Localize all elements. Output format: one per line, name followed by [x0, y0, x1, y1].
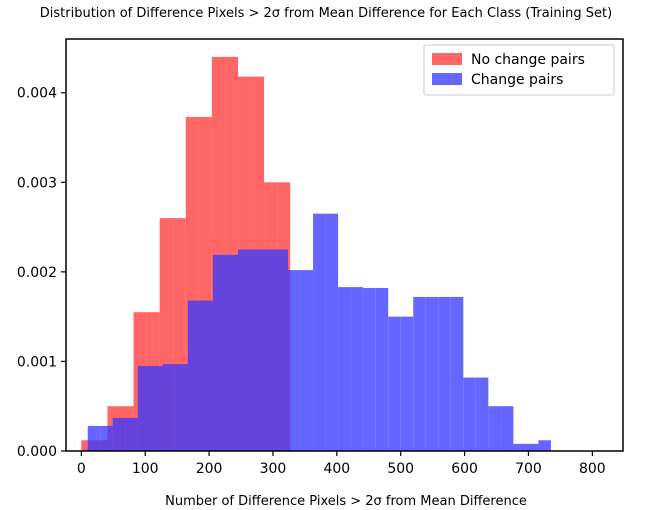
bar-change-34 [513, 443, 526, 451]
bar-change-21 [350, 287, 364, 451]
x-tick-label: 500 [387, 461, 414, 477]
x-tick-label: 300 [260, 461, 287, 477]
bar-change-24 [388, 316, 401, 451]
bar-change-14 [262, 249, 276, 451]
y-tick-label: 0.001 [17, 354, 57, 370]
y-tick-label: 0.004 [17, 86, 57, 102]
bar-change-29 [450, 296, 464, 451]
x-tick-label: 800 [579, 461, 606, 477]
bar-change-11 [225, 254, 238, 451]
bar-change-13 [250, 249, 263, 451]
bar-change-0 [87, 425, 101, 451]
bar-change-28 [438, 296, 451, 451]
bar-change-3 [125, 417, 138, 451]
y-tick-label: 0.002 [17, 265, 57, 281]
legend-label: Change pairs [471, 72, 563, 88]
bar-change-1 [100, 425, 113, 451]
bar-change-15 [275, 249, 289, 451]
y-tick-label: 0.000 [17, 444, 57, 460]
bar-change-23 [375, 287, 389, 451]
legend: No change pairs Change pairs [423, 44, 615, 96]
bar-change-25 [400, 316, 414, 451]
bar-change-19 [325, 213, 339, 451]
bar-change-10 [212, 254, 226, 451]
bar-change-33 [500, 406, 514, 451]
bar-change-4 [137, 365, 151, 451]
bar-change-31 [475, 377, 489, 451]
bar-change-20 [338, 287, 351, 451]
y-axis-ticks: 0.000 0.001 0.002 0.003 0.004 [17, 86, 66, 460]
legend-swatch [432, 73, 462, 85]
bar-change-16 [288, 270, 301, 451]
bar-change-6 [162, 364, 176, 451]
x-tick-label: 400 [323, 461, 350, 477]
bar-change-26 [413, 296, 426, 451]
x-axis-ticks: 0 100 200 300 400 500 600 700 800 [77, 451, 606, 477]
x-tick-label: 100 [132, 461, 159, 477]
bar-change-2 [112, 417, 126, 451]
bar-change-7 [175, 364, 188, 451]
y-tick-label: 0.003 [17, 175, 57, 191]
bar-change-8 [187, 300, 201, 451]
bar-change-12 [237, 249, 251, 451]
bar-change-9 [200, 300, 213, 451]
x-tick-label: 0 [77, 461, 86, 477]
bar-change-18 [313, 213, 326, 451]
bar-change-22 [363, 287, 376, 451]
bar-change-5 [150, 365, 163, 451]
legend-box [423, 44, 615, 96]
bar-change-36 [538, 440, 551, 451]
bar-change-35 [525, 443, 539, 451]
legend-swatch [432, 53, 462, 65]
x-tick-label: 700 [515, 461, 542, 477]
series-change-pairs [87, 213, 551, 451]
bar-change-32 [488, 406, 501, 451]
legend-label: No change pairs [471, 52, 585, 68]
plot-frame [65, 38, 624, 452]
x-tick-label: 600 [451, 461, 478, 477]
x-axis-label: Number of Difference Pixels > 2σ from Me… [165, 494, 527, 509]
chart-title: Distribution of Difference Pixels > 2σ f… [39, 6, 613, 21]
bar-change-30 [463, 377, 476, 451]
bar-change-17 [300, 270, 314, 451]
bar-change-27 [425, 296, 439, 451]
x-tick-label: 200 [196, 461, 223, 477]
